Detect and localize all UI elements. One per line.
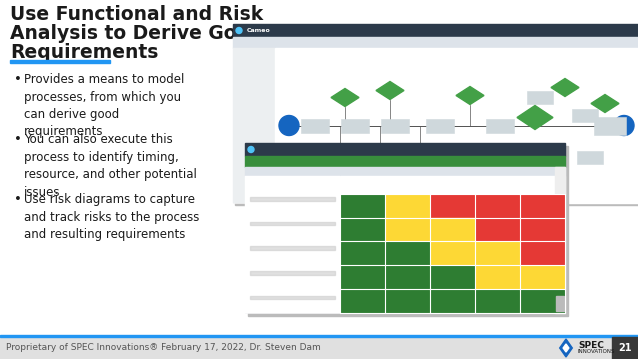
Bar (572, 109, 598, 122)
Text: Analysis to Derive Good: Analysis to Derive Good (10, 24, 263, 43)
Text: You can also execute this
process to identify timing,
resource, and other potent: You can also execute this process to ide… (24, 133, 197, 199)
Bar (577, 151, 603, 164)
Bar (245, 167, 565, 176)
Bar (431, 266, 474, 288)
Bar (233, 24, 638, 203)
Bar (381, 118, 409, 132)
Polygon shape (367, 145, 393, 163)
Bar (426, 118, 454, 132)
Bar (250, 222, 335, 225)
Bar (431, 218, 474, 241)
Text: •: • (14, 73, 22, 86)
Bar (341, 242, 384, 265)
Bar (250, 296, 335, 299)
Bar (476, 218, 519, 241)
Bar (594, 117, 626, 135)
Bar (341, 266, 384, 288)
Bar (245, 156, 565, 167)
Text: Use Functional and Risk: Use Functional and Risk (10, 5, 263, 24)
Bar (521, 218, 564, 241)
Bar (341, 218, 384, 241)
Bar (431, 290, 474, 312)
Bar (250, 197, 335, 201)
Text: Provides a means to model
processes, from which you
can derive good
requirements: Provides a means to model processes, fro… (24, 73, 184, 139)
Bar (386, 242, 429, 265)
Bar (476, 242, 519, 265)
Text: Use risk diagrams to capture
and track risks to the process
and resulting requir: Use risk diagrams to capture and track r… (24, 193, 199, 241)
Bar (476, 195, 519, 217)
Polygon shape (376, 81, 404, 99)
Bar (245, 143, 565, 313)
Bar (250, 247, 335, 250)
Polygon shape (407, 145, 433, 163)
Bar (517, 174, 543, 187)
Circle shape (279, 116, 299, 135)
Bar (0, 337, 638, 359)
Polygon shape (331, 89, 359, 107)
Circle shape (236, 28, 242, 33)
Bar (555, 167, 565, 313)
Bar (431, 242, 474, 265)
Bar (340, 176, 565, 194)
Bar (235, 26, 638, 205)
Bar (341, 118, 369, 132)
Bar (248, 146, 568, 316)
Bar (386, 266, 429, 288)
Polygon shape (456, 87, 484, 104)
Bar (521, 195, 564, 217)
Text: Proprietary of SPEC Innovations® February 17, 2022, Dr. Steven Dam: Proprietary of SPEC Innovations® Februar… (6, 344, 321, 353)
Circle shape (614, 116, 634, 135)
Circle shape (248, 146, 254, 153)
Bar (431, 195, 474, 217)
Bar (275, 48, 638, 203)
Bar (386, 218, 429, 241)
Polygon shape (560, 339, 572, 357)
Polygon shape (327, 145, 353, 163)
Bar (527, 91, 553, 104)
Bar (341, 290, 384, 312)
Bar (0, 335, 638, 337)
Text: •: • (14, 133, 22, 146)
Bar (472, 174, 498, 187)
Polygon shape (591, 94, 619, 112)
Text: 21: 21 (618, 343, 632, 353)
Bar (612, 337, 638, 359)
Bar (521, 266, 564, 288)
Polygon shape (563, 344, 569, 352)
Bar (233, 37, 638, 48)
Bar (476, 290, 519, 312)
Bar (476, 266, 519, 288)
Bar (521, 242, 564, 265)
Bar (245, 143, 565, 156)
Bar (452, 151, 478, 164)
Bar (10, 60, 110, 63)
Text: Cameo: Cameo (247, 28, 271, 33)
Text: Requirements: Requirements (10, 43, 158, 62)
Bar (233, 24, 638, 37)
Text: INNOVATIONS: INNOVATIONS (578, 349, 616, 354)
Bar (486, 118, 514, 132)
Polygon shape (551, 79, 579, 97)
Text: SPEC: SPEC (578, 341, 604, 350)
Bar (556, 296, 564, 311)
Text: •: • (14, 193, 22, 206)
Polygon shape (517, 106, 553, 130)
Bar (386, 290, 429, 312)
Bar (245, 176, 340, 313)
Bar (537, 151, 563, 164)
Bar (301, 118, 329, 132)
Bar (233, 48, 275, 203)
Bar (341, 195, 384, 217)
Bar (250, 271, 335, 275)
Bar (521, 290, 564, 312)
Bar (386, 195, 429, 217)
Bar (497, 151, 523, 164)
